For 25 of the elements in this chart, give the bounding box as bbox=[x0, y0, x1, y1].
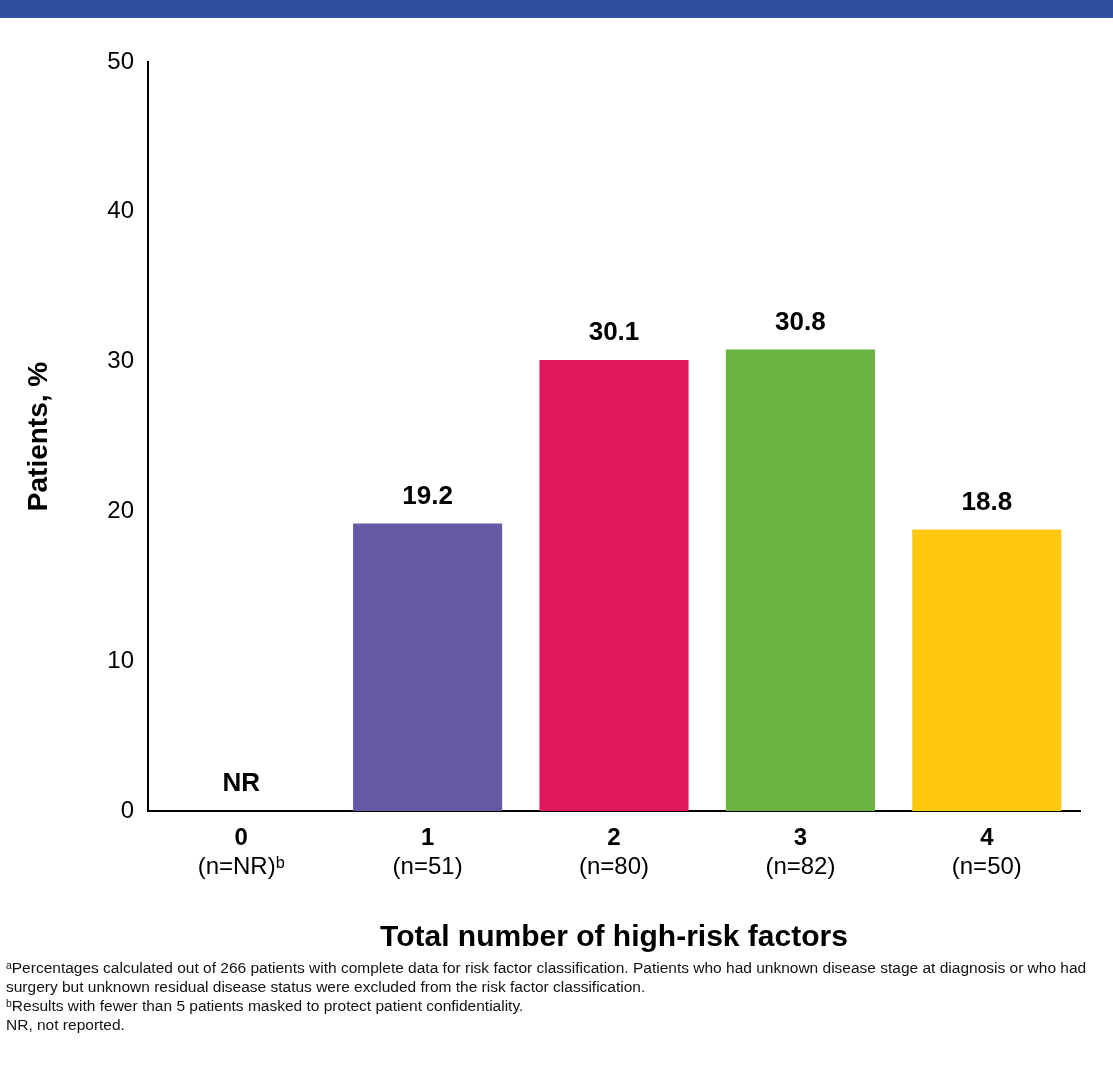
x-axis-title: Total number of high-risk factors bbox=[380, 919, 848, 953]
x-tick-label: 1 (n=51) bbox=[392, 822, 463, 879]
text: ᵇResults with fewer than 5 patients masked to protect patient confidentiality. bbox=[6, 996, 525, 1015]
y-tick-label: 20 bbox=[107, 496, 134, 524]
data-label: 30.1 bbox=[588, 316, 640, 347]
data-label: 30.8 bbox=[775, 305, 826, 336]
bar bbox=[353, 523, 503, 811]
y-tick-label: 50 bbox=[107, 46, 134, 74]
y-tick-label: 30 bbox=[107, 346, 134, 374]
data-label: 18.8 bbox=[961, 485, 1013, 516]
bar bbox=[725, 349, 875, 811]
x-tick-label: 3 (n=82) bbox=[765, 822, 836, 879]
y-tick-label: 40 bbox=[107, 196, 134, 224]
x-tick-label: 2 (n=80) bbox=[578, 822, 650, 879]
y-axis-title: Patients, % bbox=[21, 361, 53, 512]
text: NR bbox=[222, 767, 260, 798]
y-tick-label: 10 bbox=[107, 645, 134, 673]
data-label: 19.2 bbox=[402, 479, 453, 510]
bar bbox=[539, 360, 689, 811]
text: ᵃPercentages calculated out of 266 patients with complete data for risk factor classification. Patients who had unknown disease stage at diagnosis or who had surgery but unknown residual disease status were excluded from the risk factor classification. bbox=[6, 958, 1088, 996]
bar bbox=[912, 529, 1062, 811]
y-tick-label: 0 bbox=[120, 795, 134, 823]
x-tick-label: 0 (n=NR)ᵇ bbox=[197, 822, 285, 879]
text: NR, not reported. bbox=[6, 1015, 126, 1034]
x-tick-label: 4 (n=50) bbox=[951, 822, 1022, 879]
